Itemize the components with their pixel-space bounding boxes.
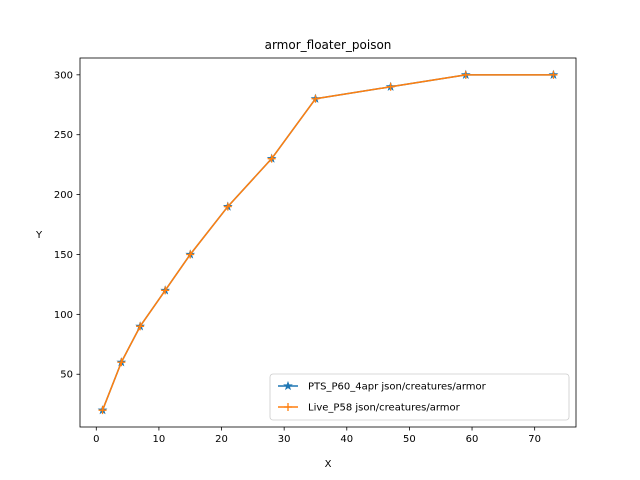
y-tick-label: 250 bbox=[54, 130, 73, 141]
ticks-layer: 0 10 20 30 40 50 60 70 50 100 150 200 250 300 bbox=[54, 70, 541, 445]
y-axis-label: Y bbox=[35, 230, 43, 241]
plot-area bbox=[79, 57, 577, 428]
x-tick-label: 70 bbox=[528, 434, 541, 445]
y-tick-label: 50 bbox=[60, 370, 73, 381]
legend-entry: PTS_P60_4apr json/creatures/armor bbox=[278, 380, 487, 393]
series-2-point bbox=[223, 202, 232, 211]
legend: PTS_P60_4apr json/creatures/armor Live_P5… bbox=[269, 373, 570, 421]
x-tick-label: 20 bbox=[215, 434, 228, 445]
series-2-point bbox=[98, 406, 107, 415]
y-tick-label: 100 bbox=[54, 310, 73, 321]
legend-marker bbox=[284, 403, 292, 411]
x-tick-label: 40 bbox=[340, 434, 353, 445]
legend-label: Live_P58 json/creatures/armor bbox=[308, 403, 461, 414]
x-tick-label: 30 bbox=[278, 434, 291, 445]
x-tick-label: 10 bbox=[153, 434, 166, 445]
x-tick-label: 50 bbox=[403, 434, 416, 445]
series-2-point bbox=[117, 358, 126, 367]
series-2-point bbox=[461, 70, 470, 79]
y-tick-label: 150 bbox=[54, 250, 73, 261]
series-2-point bbox=[136, 322, 145, 331]
legend-entry: Live_P58 json/creatures/armor bbox=[278, 403, 461, 414]
chart-title: armor_floater_poison bbox=[265, 38, 392, 52]
y-tick-label: 300 bbox=[54, 70, 73, 81]
series-2-point bbox=[386, 82, 395, 91]
x-axis-label: X bbox=[325, 459, 332, 470]
x-tick-label: 0 bbox=[93, 434, 99, 445]
legend-label: PTS_P60_4apr json/creatures/armor bbox=[308, 382, 487, 393]
series-layer bbox=[97, 69, 559, 415]
series-2-point bbox=[186, 250, 195, 259]
legend-marker bbox=[283, 380, 293, 391]
series-2-point bbox=[267, 154, 276, 163]
axes-frame bbox=[79, 57, 577, 428]
y-tick-label: 200 bbox=[54, 190, 73, 201]
series-2 bbox=[98, 70, 558, 415]
x-tick-label: 60 bbox=[466, 434, 479, 445]
series-2-point bbox=[311, 94, 320, 103]
series-2-point bbox=[161, 286, 170, 295]
series-2-point bbox=[549, 70, 558, 79]
legend-box bbox=[269, 373, 570, 421]
